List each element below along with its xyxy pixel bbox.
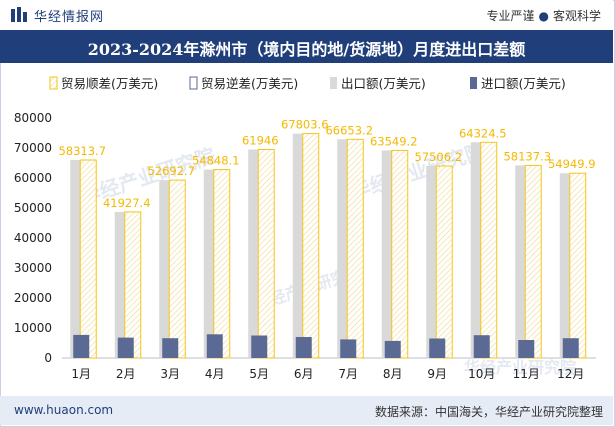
- legend-label: 贸易逆差(万美元): [201, 76, 298, 91]
- import-bar: [518, 340, 535, 358]
- surplus-data-label: 66653.2: [325, 123, 373, 137]
- surplus-data-label: 64324.5: [459, 126, 507, 140]
- surplus-bar: [346, 138, 364, 359]
- x-tick-label: 12月: [557, 367, 584, 381]
- surplus-data-label: 63549.2: [370, 134, 418, 148]
- surplus-bar: [435, 165, 453, 359]
- surplus-bar: [302, 133, 320, 359]
- top-bar: 华经情报网 专业严谨 ● 客观科学: [0, 0, 613, 30]
- x-tick-label: 1月: [71, 367, 91, 381]
- surplus-data-label: 61946: [242, 134, 279, 148]
- y-tick-label: 60000: [14, 171, 52, 185]
- y-tick-label: 50000: [14, 201, 52, 215]
- y-tick-label: 30000: [14, 261, 52, 275]
- brand-name: 华经情报网: [34, 10, 105, 25]
- surplus-data-label: 54848.1: [192, 154, 240, 168]
- x-tick-label: 10月: [468, 367, 495, 381]
- x-tick-label: 9月: [427, 367, 447, 381]
- surplus-bar: [524, 164, 542, 359]
- surplus-bar: [480, 141, 498, 359]
- tag-objective: 客观科学: [552, 9, 601, 23]
- watermark-text: 华经产业研究院: [348, 138, 489, 204]
- surplus-data-label: 41927.4: [103, 196, 151, 210]
- x-tick-label: 7月: [338, 367, 358, 381]
- watermark-text: 华经产业研究院: [464, 358, 576, 377]
- surplus-data-label: 57506.2: [414, 150, 462, 164]
- x-tick-label: 3月: [160, 367, 180, 381]
- y-tick-label: 40000: [14, 231, 52, 245]
- surplus-bar: [79, 159, 97, 359]
- y-tick-label: 80000: [14, 111, 52, 125]
- x-tick-label: 2月: [116, 367, 136, 381]
- huajing-logo-icon: [11, 7, 27, 22]
- surplus-bar: [257, 149, 275, 359]
- legend-swatch-export: [330, 77, 337, 89]
- surplus-data-label: 54949.9: [548, 157, 596, 171]
- brand-tags: 专业严谨 ● 客观科学: [486, 7, 601, 24]
- import-bar: [562, 338, 579, 358]
- surplus-bar: [569, 172, 587, 359]
- y-tick-label: 70000: [14, 141, 52, 155]
- x-tick-label: 5月: [249, 367, 269, 381]
- import-bar: [162, 338, 179, 358]
- surplus-bar: [124, 211, 142, 359]
- surplus-data-label: 67803.6: [281, 118, 329, 132]
- legend-swatch-surplus: [49, 76, 58, 90]
- x-tick-label: 6月: [294, 367, 314, 381]
- tag-dot-icon: ●: [538, 9, 549, 23]
- legend-swatch-deficit: [189, 76, 198, 90]
- legend-label: 出口额(万美元): [341, 76, 426, 91]
- y-tick-label: 0: [44, 351, 52, 365]
- import-bar: [384, 340, 401, 358]
- x-tick-label: 8月: [383, 367, 403, 381]
- tag-professional: 专业严谨: [486, 9, 535, 23]
- surplus-data-label: 52692.7: [147, 164, 195, 178]
- footer-site: www.huaon.com: [14, 403, 114, 417]
- x-tick-label: 11月: [513, 367, 540, 381]
- surplus-data-label: 58313.7: [58, 144, 106, 158]
- surplus-bar: [213, 169, 231, 359]
- import-bar: [117, 337, 134, 358]
- surplus-bar: [391, 149, 409, 359]
- legend-label: 贸易顺差(万美元): [61, 76, 158, 91]
- import-bar: [251, 335, 268, 358]
- legend-label: 进口额(万美元): [481, 76, 566, 91]
- y-tick-label: 20000: [14, 291, 52, 305]
- title-bar: [0, 30, 613, 63]
- footer-bar: [0, 396, 613, 425]
- import-bar: [295, 337, 312, 358]
- import-bar: [473, 335, 490, 358]
- import-bar: [206, 334, 223, 358]
- chart-title: 2023-2024年滁州市（境内目的地/货源地）月度进出口差额: [87, 40, 526, 59]
- import-bar: [429, 338, 446, 358]
- surplus-data-label: 58137.3: [503, 149, 551, 163]
- x-tick-label: 4月: [205, 367, 225, 381]
- surplus-bar: [168, 179, 186, 359]
- footer-source: 数据来源：中国海关，华经产业研究院整理: [374, 405, 603, 419]
- y-tick-label: 10000: [14, 321, 52, 335]
- legend-swatch-import: [470, 77, 477, 89]
- import-bar: [340, 339, 357, 358]
- import-bar: [73, 334, 90, 358]
- bar-chart: 华经产业研究院华经产业研究院华经产业研究院华经产业研究院贸易顺差(万美元)贸易逆…: [14, 76, 596, 381]
